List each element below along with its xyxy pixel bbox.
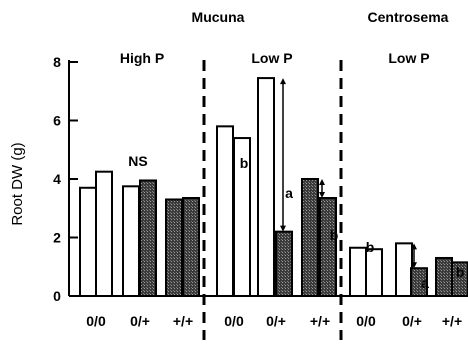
bar-p1-00-2 [95,170,113,297]
sig-letter-p2-2: a [285,185,293,201]
x-tick-label-p2-2: 0/+ [266,313,286,329]
bars-layer [79,77,468,298]
crop-header-mucuna: Mucuna [192,9,245,25]
x-tick-label-p1-3: +/+ [173,313,193,329]
x-tick-label-p1-1: 0/0 [86,313,106,329]
panel-label-2: Low P [251,50,292,66]
bar-p3-00-2 [365,248,383,297]
bar-p1-0-2 [139,179,157,297]
diff-arrow-mucuna-0plus-head-down [280,225,286,232]
text-layer: 0 2 4 6 8 Root DW (g) Mucuna Centrosema High P 0/… [9,9,464,329]
y-tick-label-0: 0 [53,288,61,304]
annotation-ns: NS [128,153,147,169]
y-tick-label-6: 6 [53,113,61,129]
x-tick-label-p1-2: 0/+ [130,313,150,329]
sig-letter-p3-1: b [366,239,375,255]
y-tick-label-2: 2 [53,230,61,246]
bar-p1--1 [165,198,183,298]
y-axis-label: Root DW (g) [9,142,26,225]
y-tick-label-4: 4 [53,171,61,187]
diff-arrow-mucuna-plusplus [319,179,325,199]
bar-p3-00-1 [349,246,367,298]
bar-p1--2 [182,197,200,297]
sig-letter-p2-3: b [330,227,339,243]
x-tick-label-p2-1: 0/0 [224,313,244,329]
panel-label-3: Low P [388,50,429,66]
bar-p2-00-1 [216,125,234,297]
bar-p2-00-2 [233,137,251,297]
bar-p2-0-1 [257,77,275,298]
bar-p1-00-1 [79,186,97,297]
diff-arrow-mucuna-0plus-head-up [280,78,286,85]
bar-p3--1 [435,256,453,298]
bar-p1-0-1 [122,185,140,297]
sig-letter-p3-2: a [421,275,429,291]
x-tick-label-p3-3: +/+ [442,313,462,329]
diff-arrow-mucuna-plusplus-head-down [319,192,325,199]
bar-p3--2 [451,261,468,297]
diff-arrow-mucuna-0plus [280,78,286,232]
x-tick-label-p3-1: 0/0 [356,313,376,329]
bar-p2--2 [319,197,337,297]
panel-label-1: High P [120,50,164,66]
bar-p3-0-1 [395,242,413,298]
sig-letter-p3-3: b [456,264,465,280]
diff-arrow-mucuna-plusplus-head-up [319,179,325,185]
x-tick-label-p3-2: 0/+ [402,313,422,329]
crop-header-centrosema: Centrosema [368,9,449,25]
bar-p2-0-2 [275,230,293,297]
bar-p3-0-2 [410,267,428,297]
sig-letter-p2-1: b [240,155,249,171]
y-tick-label-8: 8 [53,54,61,70]
x-tick-label-p2-3: +/+ [310,313,330,329]
bar-p2--1 [301,178,319,297]
